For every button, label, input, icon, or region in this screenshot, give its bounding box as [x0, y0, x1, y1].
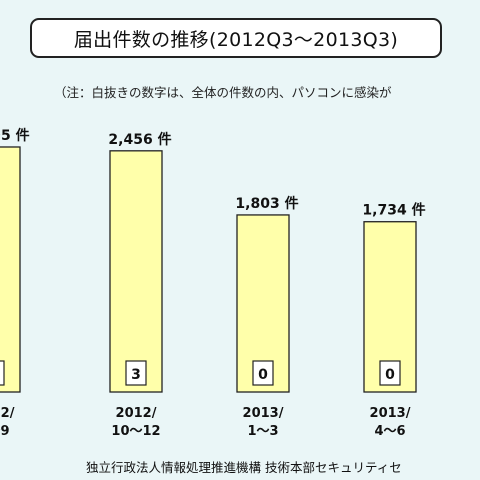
inner-count-box-3 [252, 360, 274, 386]
category-label-2-line1: 2012/ [116, 406, 157, 421]
bar-2 [109, 150, 163, 393]
category-label-3-line2: 1〜3 [247, 424, 278, 439]
value-label-2: 2,456 件 [108, 131, 171, 148]
category-label-4-line2: 4〜6 [374, 424, 405, 439]
inner-count-box-2 [125, 360, 147, 386]
source-credit: 独立行政法人情報処理推進機構 技術本部セキュリティセ [86, 460, 402, 475]
chart-note: （注：白抜きの数字は、全体の件数の内、パソコンに感染が [54, 85, 392, 100]
chart-title: 届出件数の推移(2012Q3〜2013Q3) [30, 18, 442, 58]
category-label-1-line1: 2012/ [0, 406, 15, 421]
bar-1 [0, 146, 21, 393]
category-label-3-line1: 2013/ [243, 406, 284, 421]
inner-count-4: 0 [385, 367, 395, 383]
inner-count-3: 0 [258, 367, 268, 383]
value-label-1: 2,495 件 [0, 127, 30, 144]
inner-count-2: 3 [131, 367, 141, 383]
category-label-1-line2: 7〜9 [0, 424, 10, 439]
category-label-4-line1: 2013/ [370, 406, 411, 421]
category-label-2-line2: 10〜12 [111, 424, 160, 439]
inner-count-box-1 [0, 360, 5, 386]
value-label-3: 1,803 件 [235, 195, 298, 212]
inner-count-box-4 [379, 360, 401, 386]
value-label-4: 1,734 件 [362, 202, 425, 219]
